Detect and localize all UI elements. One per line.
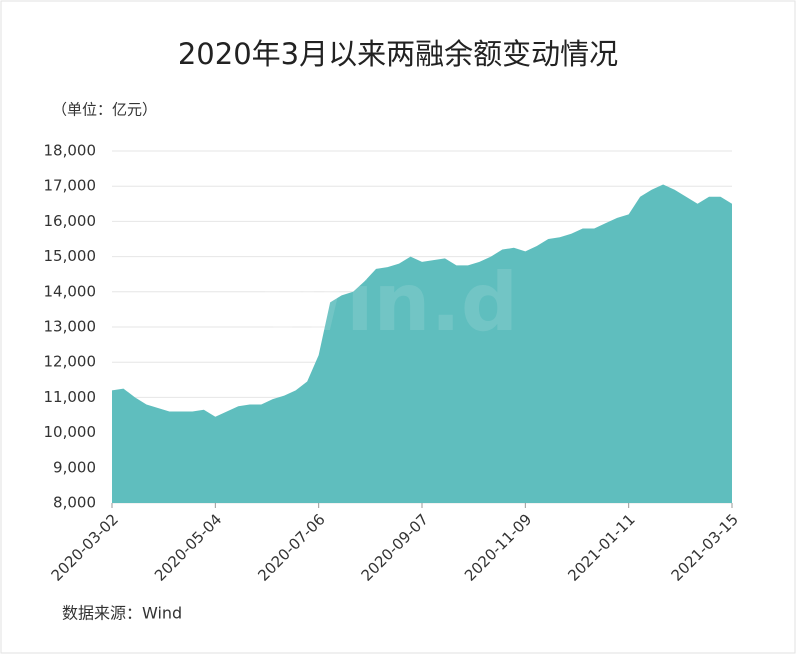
area [112,184,732,503]
y-tick-label: 15,000 [44,247,97,265]
y-tick-label: 14,000 [44,282,97,300]
y-tick-label: 12,000 [44,353,97,371]
y-tick-label: 13,000 [44,318,97,336]
y-tick-label: 11,000 [44,388,97,406]
y-tick-label: 17,000 [44,177,97,195]
y-tick-label: 9,000 [53,458,96,476]
unit-label: （单位：亿元） [52,101,157,119]
chart-title: 2020年3月以来两融余额变动情况 [178,37,618,71]
y-tick-label: 8,000 [53,494,96,512]
watermark: Win.d [258,256,518,349]
y-tick-label: 18,000 [44,142,97,160]
source: 数据来源：Wind [62,604,182,623]
y-tick-label: 10,000 [44,423,97,441]
y-tick-label: 16,000 [44,212,97,230]
